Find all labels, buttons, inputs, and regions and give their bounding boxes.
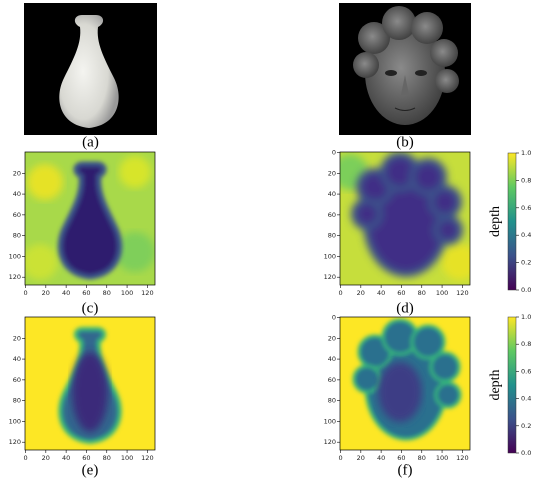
y-tick-label: 100 (9, 417, 21, 425)
colorbar-label: depth (488, 369, 503, 400)
y-tick-label: 80 (328, 232, 336, 240)
x-tick-label: 60 (397, 454, 405, 462)
colorbar-tick-label: 0.4 (521, 395, 531, 403)
x-tick-label: 120 (141, 454, 153, 462)
y-tick-label: 20 (13, 169, 21, 177)
x-tick-label: 40 (377, 454, 385, 462)
x-tick-label: 80 (103, 289, 111, 297)
depth-map (340, 317, 470, 450)
x-tick-label: 120 (456, 289, 468, 297)
panel-caption: (f) (398, 462, 413, 478)
y-tick-label: 100 (324, 417, 336, 425)
x-tick-label: 60 (82, 454, 90, 462)
depth-map (332, 152, 478, 285)
panel-caption: (e) (82, 462, 99, 478)
x-tick-label: 40 (62, 289, 70, 297)
x-tick-label: 100 (121, 289, 133, 297)
y-tick-label: 0 (332, 149, 336, 157)
x-tick-label: 120 (141, 289, 153, 297)
y-tick-label: 80 (13, 232, 21, 240)
x-tick-label: 0 (338, 454, 342, 462)
y-tick-label: 120 (9, 438, 21, 446)
x-tick-label: 0 (23, 289, 27, 297)
colorbar-tick-label: 0.0 (521, 449, 531, 457)
x-tick-label: 100 (436, 289, 448, 297)
y-tick-label: 40 (328, 355, 336, 363)
y-tick-label: 40 (13, 190, 21, 198)
colorbar-label: depth (488, 206, 503, 237)
depth-map (25, 317, 155, 450)
y-tick-label: 20 (13, 334, 21, 342)
y-tick-label: 120 (324, 438, 336, 446)
y-tick-label: 80 (13, 397, 21, 405)
x-tick-label: 80 (418, 289, 426, 297)
figure: (a) (b) (c) 0 20 40 60 80 100 120 20 40 60 80 100 120 (d… (0, 0, 535, 480)
photo-vase (24, 3, 157, 135)
y-tick-label: 120 (324, 273, 336, 281)
colorbar-tick-label: 1.0 (521, 313, 531, 321)
x-tick-label: 0 (338, 289, 342, 297)
y-tick-label: 60 (13, 211, 21, 219)
colorbar-tick-label: 0.0 (521, 286, 531, 294)
y-tick-label: 60 (13, 376, 21, 384)
x-tick-label: 40 (62, 454, 70, 462)
panel-caption: (a) (82, 134, 99, 150)
x-tick-label: 60 (397, 289, 405, 297)
colorbar (508, 317, 516, 453)
x-tick-label: 80 (418, 454, 426, 462)
x-tick-label: 80 (103, 454, 111, 462)
y-tick-label: 40 (13, 355, 21, 363)
y-tick-label: 20 (328, 169, 336, 177)
x-tick-label: 0 (23, 454, 27, 462)
colorbar (508, 153, 516, 290)
colorbar-tick-label: 0.6 (521, 367, 531, 375)
x-tick-label: 20 (42, 289, 50, 297)
colorbar-tick-label: 0.2 (521, 259, 531, 267)
colorbar-tick-label: 0.8 (521, 176, 531, 184)
colorbar-tick-label: 0.4 (521, 231, 531, 239)
y-tick-label: 40 (328, 190, 336, 198)
colorbar-tick-label: 1.0 (521, 149, 531, 157)
y-tick-label: 100 (9, 252, 21, 260)
x-tick-label: 60 (82, 289, 90, 297)
panel-caption: (c) (82, 300, 99, 316)
y-tick-label: 100 (324, 252, 336, 260)
photo-head (339, 3, 471, 135)
colorbar-tick-label: 0.8 (521, 340, 531, 348)
y-tick-label: 60 (328, 376, 336, 384)
x-tick-label: 20 (357, 454, 365, 462)
colorbar-tick-label: 0.2 (521, 422, 531, 430)
y-tick-label: 60 (328, 211, 336, 219)
x-tick-label: 120 (456, 454, 468, 462)
y-tick-label: 20 (328, 334, 336, 342)
colorbar-tick-label: 0.6 (521, 204, 531, 212)
depth-map (22, 152, 155, 285)
x-tick-label: 20 (42, 454, 50, 462)
x-tick-label: 20 (357, 289, 365, 297)
x-tick-label: 40 (377, 289, 385, 297)
panel-caption: (b) (396, 134, 414, 150)
y-tick-label: 0 (332, 314, 336, 322)
x-tick-label: 100 (436, 454, 448, 462)
y-tick-label: 80 (328, 397, 336, 405)
x-tick-label: 100 (121, 454, 133, 462)
panel-caption: (d) (396, 300, 414, 316)
y-tick-label: 120 (9, 273, 21, 281)
